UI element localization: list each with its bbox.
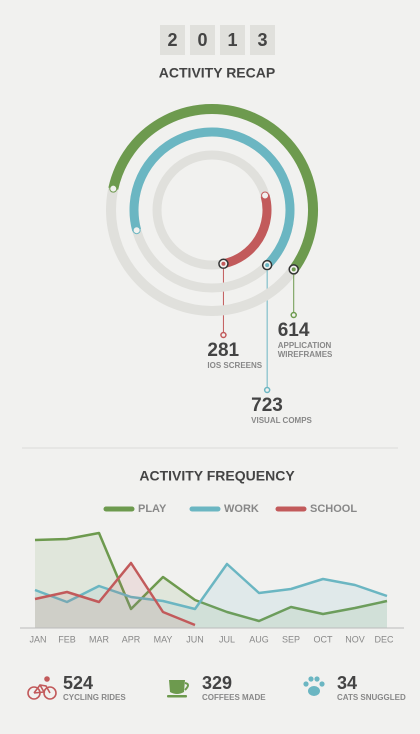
recap-caption: APPLICATION WIREFRAMES [277, 341, 333, 359]
legend-label: SCHOOL [310, 503, 357, 515]
toe [303, 681, 309, 687]
year-box [190, 25, 215, 55]
leader-end [263, 386, 271, 394]
ring-arc [108, 104, 318, 273]
legend-label: WORK [224, 503, 259, 515]
recap-label: 281 IOS SCREENS [207, 340, 263, 371]
leader-end [220, 331, 227, 339]
year-box [220, 25, 245, 55]
stat-value: 34 [337, 673, 357, 693]
bike-icon [27, 676, 57, 700]
series-area [35, 563, 195, 628]
ring-arc [129, 127, 295, 269]
toe [319, 681, 325, 687]
x-tick-label: MAY [154, 634, 173, 644]
series-area [35, 564, 387, 628]
x-tick-label: SEP [282, 634, 300, 644]
year-box [250, 25, 275, 55]
arc-end-inner [221, 261, 226, 266]
recap-title: ACTIVITY RECAP [159, 65, 275, 81]
stat-label: COFFEES MADE [202, 693, 266, 702]
recap-label: 723 VISUAL COMPS [251, 395, 312, 426]
cup [169, 680, 185, 694]
x-tick-label: APR [122, 634, 141, 644]
x-tick-label: AUG [249, 634, 269, 644]
x-tick-label: OCT [314, 634, 334, 644]
series-area [35, 533, 387, 628]
rider-head [44, 676, 50, 682]
x-tick-label: MAR [89, 634, 110, 644]
arc-end-inner [291, 267, 296, 272]
year-digit: 1 [227, 30, 237, 50]
paw-icon [303, 676, 325, 696]
year-box [160, 25, 185, 55]
series-line [34, 562, 388, 611]
leader-end [290, 311, 297, 319]
ring-arc [222, 194, 272, 269]
x-tick-label: FEB [58, 634, 76, 644]
series-line [34, 531, 388, 623]
x-tick-label: DEC [374, 634, 394, 644]
stat-value: 524 [63, 673, 93, 693]
year-digit: 0 [197, 30, 207, 50]
year-digit: 2 [167, 30, 177, 50]
year-digit: 3 [257, 30, 267, 50]
series-line [34, 561, 196, 627]
arc-start-cap [132, 226, 141, 235]
toe [314, 676, 320, 682]
stat-label: CYCLING RIDES [63, 693, 126, 702]
arc-end-inner [265, 263, 270, 268]
stat-value: 329 [202, 673, 232, 693]
frequency-title: ACTIVITY FREQUENCY [139, 468, 295, 484]
toe [308, 676, 314, 682]
x-tick-label: JAN [29, 634, 46, 644]
arc-start-cap [261, 191, 270, 200]
recap-caption: IOS SCREENS [207, 361, 263, 370]
handle [184, 682, 189, 691]
recap-caption: VISUAL COMPS [251, 416, 312, 425]
x-tick-label: JUL [219, 634, 235, 644]
pad [308, 686, 320, 696]
frame [33, 684, 51, 694]
coffee-icon [167, 680, 189, 698]
arc-start-cap [109, 184, 118, 193]
recap-value: 723 [251, 395, 283, 416]
legend-label: PLAY [138, 503, 167, 515]
recap-value: 281 [207, 340, 240, 361]
recap-value: 614 [277, 320, 310, 341]
x-tick-label: JUN [186, 634, 204, 644]
saucer [167, 695, 187, 698]
x-tick-label: NOV [345, 634, 365, 644]
stat-label: CATS SNUGGLED [337, 693, 406, 702]
wheel [43, 686, 57, 700]
recap-label: 614 APPLICATION WIREFRAMES [277, 320, 342, 360]
